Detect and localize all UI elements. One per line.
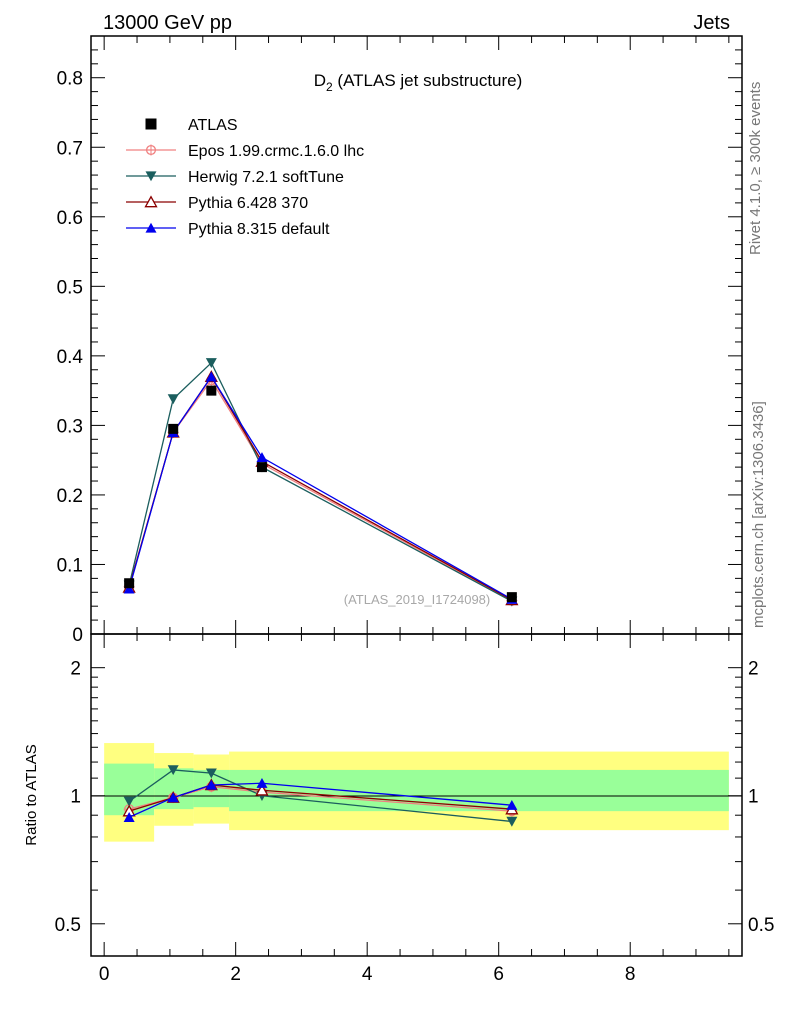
- ratio-y-tick-label-right: 0.5: [748, 915, 774, 936]
- ratio-y-tick-label-right: 2: [748, 659, 759, 680]
- legend: ATLAS Epos 1.99.crmc.1.6.0 lhc Herwig 7.2.…: [126, 117, 364, 238]
- legend-item: Herwig 7.2.1 softTune: [126, 169, 344, 186]
- legend-marker-cross: [145, 144, 157, 156]
- y-tick-label: 0.3: [57, 416, 83, 437]
- legend-marker: [144, 195, 158, 208]
- legend-marker: [145, 144, 157, 156]
- main-plot: 0 0.1 0.2 0.3 0.4 0.5 0.6 0.7 0.8 D2 (ATLAS jet …: [57, 35, 743, 646]
- legend-item: Pythia 6.428 370: [126, 195, 308, 212]
- collision-energy-label: 13000 GeV pp: [103, 12, 232, 34]
- rivet-version-label: Rivet 4.1.0, ≥ 300k events: [747, 82, 764, 255]
- data-point-4: [123, 583, 135, 594]
- ratio-plot-ticks: 0.5 0.5 1 1 2 2 0 2 4 6 8: [55, 634, 774, 985]
- series-line-4: [128, 375, 513, 600]
- legend-marker: [145, 171, 157, 182]
- legend-item: Pythia 8.315 default: [126, 221, 330, 238]
- ratio-plot-series: [122, 765, 519, 827]
- y-tick-label: 0.6: [57, 208, 83, 229]
- data-point-2: [205, 358, 217, 369]
- data-point-0: [168, 423, 179, 434]
- data-point-0: [506, 592, 517, 603]
- ratio-y-tick-label-left: 1: [70, 787, 81, 808]
- x-tick-label: 6: [493, 964, 504, 985]
- ratio-uncertainty-bands: [104, 743, 729, 842]
- legend-label: Epos 1.99.crmc.1.6.0 lhc: [188, 143, 364, 160]
- x-tick-label: 4: [362, 964, 373, 985]
- legend-label: Pythia 8.315 default: [188, 221, 330, 238]
- main-plot-series: [122, 358, 519, 607]
- ratio-y-tick-label-left: 2: [70, 659, 81, 680]
- legend-marker: [145, 222, 157, 233]
- data-point-4: [256, 452, 268, 463]
- x-tick-label: 8: [625, 964, 636, 985]
- ratio-point-3: [205, 779, 217, 790]
- ratio-y-tick-label-right: 1: [748, 787, 759, 808]
- y-tick-label: 0.2: [57, 486, 83, 507]
- x-tick-label: 2: [230, 964, 241, 985]
- ratio-point-1: [123, 796, 135, 807]
- ratio-point-3: [256, 778, 268, 788]
- mcplots-reference-label: mcplots.cern.ch [arXiv:1306.3436]: [750, 401, 767, 628]
- y-tick-label: 0.5: [57, 277, 83, 298]
- plot-title-subscript: 2: [326, 80, 333, 94]
- y-tick-label: 0.7: [57, 138, 83, 159]
- ratio-point-1: [167, 765, 179, 776]
- y-tick-label: 0.8: [57, 69, 83, 90]
- main-plot-ticks: 0 0.1 0.2 0.3 0.4 0.5 0.6 0.7 0.8: [57, 35, 742, 646]
- legend-label: Pythia 6.428 370: [188, 195, 308, 212]
- series-line-2: [128, 361, 513, 602]
- plot-title-main: D: [314, 71, 326, 90]
- ratio-plot-frame: [90, 633, 743, 957]
- analysis-watermark: (ATLAS_2019_I1724098): [344, 592, 490, 607]
- data-point-0: [124, 578, 135, 589]
- y-tick-label: 0.1: [57, 555, 83, 576]
- plot-title: D2 (ATLAS jet substructure): [314, 71, 523, 94]
- y-tick-label: 0.4: [57, 347, 84, 368]
- legend-item: ATLAS: [145, 117, 238, 134]
- ratio-point-3: [123, 812, 135, 822]
- plot-title-rest: (ATLAS jet substructure): [333, 71, 523, 90]
- x-tick-label: 0: [99, 964, 110, 985]
- y-tick-label: 0: [72, 625, 83, 646]
- data-point-2: [167, 394, 179, 405]
- data-point-0: [256, 462, 267, 473]
- ratio-y-tick-label-left: 0.5: [55, 915, 81, 936]
- data-point-0: [206, 385, 217, 396]
- ratio-plot: 0.5 0.5 1 1 2 2 0 2 4 6 8 Ratio to ATLAS: [23, 633, 774, 985]
- ratio-point-2: [255, 783, 269, 796]
- ratio-band-inner: [229, 769, 729, 812]
- data-point-4: [205, 371, 217, 382]
- ratio-point-1: [506, 816, 518, 827]
- ratio-point-1: [205, 768, 217, 779]
- legend-marker: [145, 118, 157, 130]
- legend-label: Herwig 7.2.1 softTune: [188, 169, 344, 186]
- ratio-y-axis-label: Ratio to ATLAS: [23, 744, 40, 845]
- legend-item: Epos 1.99.crmc.1.6.0 lhc: [126, 143, 364, 160]
- legend-label: ATLAS: [188, 117, 238, 134]
- ratio-point-3: [506, 799, 518, 810]
- ratio-point-3: [167, 792, 179, 803]
- process-label: Jets: [693, 12, 730, 34]
